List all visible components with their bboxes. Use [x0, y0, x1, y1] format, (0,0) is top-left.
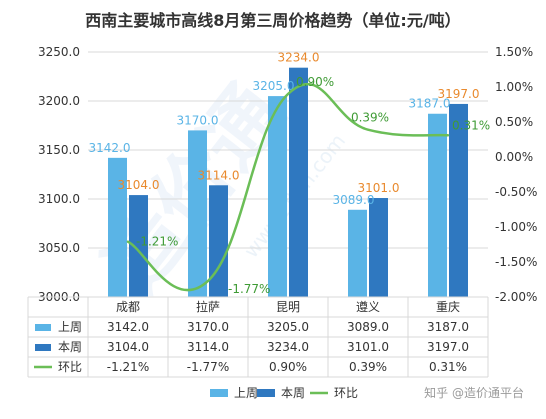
table-legend-swatch: [35, 344, 51, 351]
bar-this-week: [289, 67, 308, 298]
line-week-over-week: [126, 82, 450, 292]
legend-label: 上周: [234, 386, 258, 400]
bar-label-last-week: 3205.0: [253, 79, 295, 93]
table-cell: 3114.0: [187, 340, 229, 354]
bar-this-week: [129, 195, 148, 297]
table-cell: -1.77%: [187, 360, 229, 374]
category-label: 重庆: [436, 300, 460, 314]
y-tick-label-left: 3150.0: [38, 143, 80, 157]
category-label: 拉萨: [196, 299, 220, 314]
bar-this-week: [369, 198, 388, 297]
footer-watermark: 知乎 @造价通平台: [424, 385, 524, 400]
table-row-label: 上周: [58, 320, 82, 334]
table-cell: 3205.0: [267, 320, 309, 334]
category-label: 成都: [116, 300, 140, 314]
bar-last-week: [348, 209, 367, 297]
bar-last-week: [428, 113, 447, 298]
bar-label-this-week: 3101.0: [358, 181, 400, 195]
legend-label: 环比: [334, 386, 358, 400]
y-tick-label-right: 1.00%: [495, 80, 533, 94]
y-tick-label-right: -1.50%: [495, 255, 537, 269]
bar-label-last-week: 3089.0: [333, 193, 375, 207]
legend-swatch: [257, 389, 275, 397]
bar-label-last-week: 3187.0: [409, 97, 451, 111]
table-row-label: 环比: [58, 360, 82, 374]
line-label: 0.90%: [296, 75, 334, 89]
bar-label-this-week: 3197.0: [438, 87, 480, 101]
category-label: 昆明: [276, 300, 300, 314]
table-cell: 0.39%: [349, 360, 387, 374]
table-row-label: 本周: [58, 340, 82, 354]
bar-last-week: [108, 157, 127, 297]
table-cell: 0.31%: [429, 360, 467, 374]
table-cell: 3142.0: [107, 320, 149, 334]
table-cell: 3170.0: [187, 320, 229, 334]
table-cell: 3101.0: [347, 340, 389, 354]
bar-last-week: [268, 96, 287, 297]
table-cell: 3187.0: [427, 320, 469, 334]
category-label: 遵义: [356, 299, 380, 314]
table-cell: 3234.0: [267, 340, 309, 354]
bar-label-this-week: 3114.0: [198, 168, 240, 182]
y-tick-label-right: 0.50%: [495, 115, 533, 129]
bar-label-this-week: 3104.0: [118, 178, 160, 192]
legend-label: 本周: [281, 386, 305, 400]
y-tick-label-right: -1.00%: [495, 220, 537, 234]
plot-layer: 造价通www.zjtcn.com3000.03050.03100.03150.0…: [27, 45, 537, 400]
table-cell: 3104.0: [107, 340, 149, 354]
legend-swatch: [210, 389, 228, 397]
bar-this-week: [209, 185, 228, 297]
bar-label-last-week: 3170.0: [177, 113, 219, 127]
table-cell: -1.21%: [107, 360, 149, 374]
line-label: -1.21%: [136, 235, 178, 249]
y-tick-label-right: -0.50%: [495, 185, 537, 199]
y-tick-label-left: 3200.0: [38, 94, 80, 108]
y-tick-label-right: 1.50%: [495, 45, 533, 59]
y-tick-label-right: -2.00%: [495, 290, 537, 304]
y-tick-label-left: 3100.0: [38, 192, 80, 206]
y-tick-label-left: 3250.0: [38, 45, 80, 59]
bar-last-week: [188, 130, 207, 297]
bar-label-this-week: 3234.0: [278, 51, 320, 65]
table-cell: 0.90%: [269, 360, 307, 374]
chart-title: 西南主要城市高线8月第三周价格趋势（单位:元/吨）: [85, 11, 460, 30]
table-legend-swatch: [35, 324, 51, 331]
line-label: 0.31%: [452, 118, 490, 132]
bar-label-last-week: 3142.0: [89, 141, 131, 155]
bar-this-week: [449, 103, 468, 297]
line-label: -1.77%: [228, 282, 270, 296]
table-cell: 3089.0: [347, 320, 389, 334]
y-tick-label-left: 3050.0: [38, 241, 80, 255]
line-label: 0.39%: [351, 111, 389, 125]
y-tick-label-right: 0.00%: [495, 150, 533, 164]
table-cell: 3197.0: [427, 340, 469, 354]
